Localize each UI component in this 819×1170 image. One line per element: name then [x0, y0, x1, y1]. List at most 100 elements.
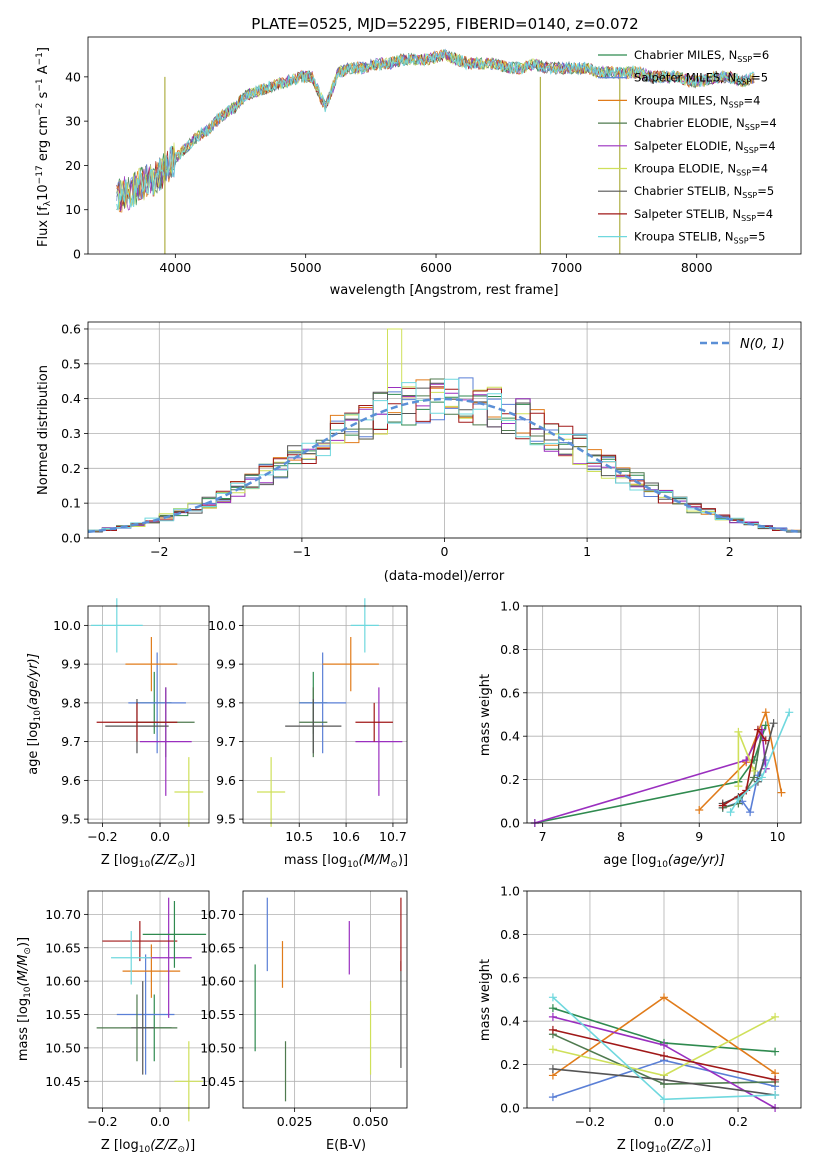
- y-tick-label: 9.9: [216, 657, 236, 672]
- y-tick-label: 0: [73, 247, 81, 262]
- legend-label-5: Kroupa ELODIE, NSSP=4: [634, 162, 768, 178]
- spectrum-y-label: Flux [fλ10−17 erg cm−2 s−1 A−1]: [35, 47, 53, 247]
- error-point-2: [125, 637, 178, 692]
- legend-label-main: Kroupa ELODIE, N: [634, 162, 736, 176]
- error-point-8: [90, 598, 143, 653]
- y-tick-label: 9.8: [61, 695, 81, 710]
- x-tick-label: 0.050: [353, 1114, 389, 1129]
- y-tick-label: 10.70: [200, 907, 236, 922]
- weight-marker: [660, 993, 668, 1002]
- y-tick-label: 9.7: [61, 734, 81, 749]
- spectrum-lines: [116, 48, 755, 254]
- axes-frame: [526, 890, 802, 1109]
- legend-label-sub: SSP: [742, 191, 757, 200]
- weight-marker: [777, 788, 786, 797]
- weight-vs-metallicity-lines: [548, 993, 780, 1112]
- weight-marker: [757, 773, 766, 782]
- y-tick-label: 1.0: [500, 599, 520, 614]
- mass-vs-extinction-points: [254, 897, 402, 1102]
- weight-marker: [761, 736, 770, 745]
- error-point-5: [174, 1041, 204, 1122]
- age-vs-metallicity-y-label: age [log10(age/yr)]: [26, 653, 43, 775]
- error-point-2: [122, 944, 181, 998]
- weight-marker: [771, 1047, 780, 1056]
- weight-marker: [548, 1093, 557, 1102]
- weight-vs-age-y-label: mass weight: [478, 674, 493, 756]
- weight-vs-metallicity-x-label: Z [log10(Z/Z⊙)]: [617, 1138, 711, 1155]
- x-tick-label: 1: [583, 544, 591, 559]
- axes-frame: [87, 605, 210, 824]
- y-tick-label: 9.7: [216, 734, 236, 749]
- weight-marker: [753, 725, 762, 734]
- residuals-x-label: (data-model)/error: [384, 569, 505, 584]
- age-vs-metallicity-panel: −0.2 0.0 9.5 9.6 9.7 9.8 9.9 10.0 Z [log10(Z/Z⊙…: [26, 598, 210, 870]
- weight-series-7: [722, 727, 767, 807]
- x-tick-label: −0.2: [575, 1114, 605, 1129]
- x-tick-label: −0.2: [87, 1114, 117, 1129]
- mass-vs-metallicity-y-label: mass [log10(M/M⊙)]: [16, 937, 33, 1061]
- error-point-8: [350, 598, 379, 653]
- x-tick-label: 6000: [420, 260, 452, 275]
- age-vs-mass-panel: 10.5 10.6 10.7 9.5 9.6 9.7 9.8 9.9 10.0 mass [lo…: [208, 598, 408, 870]
- weight-marker: [548, 993, 557, 1002]
- y-tick-label: 9.5: [61, 812, 81, 827]
- y-tick-label: 9.6: [216, 773, 236, 788]
- weight-marker: [548, 1064, 557, 1073]
- weight-vs-metallicity-y-label: mass weight: [478, 959, 493, 1041]
- weight-marker: [734, 727, 743, 736]
- age-vs-metallicity-axes: −0.2 0.0 9.5 9.6 9.7 9.8 9.9 10.0: [53, 605, 210, 844]
- legend-label-6: Chabrier STELIB, NSSP=5: [634, 184, 774, 200]
- y-tick-label: 10.70: [45, 907, 81, 922]
- weight-vs-age-axes: 7 8 9 10 0.0 0.2 0.4 0.6 0.8 1.0: [500, 599, 802, 844]
- error-point-5: [257, 757, 286, 827]
- error-point-6: [131, 981, 155, 1075]
- y-tick-label: 0.0: [61, 531, 81, 546]
- legend-label-main: Kroupa STELIB, N: [634, 230, 734, 244]
- mass-vs-extinction-x-label: E(B-V): [326, 1138, 366, 1153]
- figure-title: PLATE=0525, MJD=52295, FIBERID=0140, z=0…: [251, 15, 638, 33]
- error-point-4: [145, 897, 192, 1018]
- y-tick-label: 0.1: [61, 496, 81, 511]
- y-tick-label: 10: [65, 202, 81, 217]
- y-tick-label: 10.45: [45, 1074, 81, 1089]
- y-tick-label: 10.50: [200, 1040, 236, 1055]
- x-tick-label: 2: [726, 544, 734, 559]
- legend-label-8: Kroupa STELIB, NSSP=5: [634, 230, 765, 246]
- legend-label-tail: =5: [749, 230, 766, 244]
- mass-vs-extinction-panel: 0.025 0.050 10.45 10.50 10.55 10.60 10.65 10.70…: [200, 890, 408, 1153]
- x-tick-label: 0.0: [150, 829, 170, 844]
- x-tick-label: 10: [770, 829, 786, 844]
- normal-curve-legend-label: N(0, 1): [740, 337, 785, 352]
- weight-marker: [761, 708, 770, 717]
- y-tick-label: 40: [65, 69, 81, 84]
- weight-marker: [548, 1004, 557, 1013]
- age-vs-metallicity-grid: [88, 606, 209, 823]
- mass-vs-metallicity-points: [96, 897, 207, 1122]
- spectrum-axes: 4000 5000 6000 7000 8000 0 10 20 30 40: [65, 36, 802, 275]
- y-tick-label: 9.6: [61, 773, 81, 788]
- axes-frame: [242, 890, 408, 1109]
- weight-marker: [750, 766, 759, 775]
- weight-marker: [548, 1025, 557, 1034]
- legend-label-main: Chabrier STELIB, N: [634, 184, 742, 198]
- y-tick-label: 0.4: [500, 1014, 520, 1029]
- y-tick-label: 0.2: [61, 461, 81, 476]
- legend-label-2: Kroupa MILES, NSSP=4: [634, 93, 760, 109]
- legend-label-tail: =4: [759, 139, 776, 153]
- legend-label-main: Chabrier MILES, N: [634, 48, 737, 62]
- legend-label-sub: SSP: [729, 100, 744, 109]
- weight-marker: [771, 1090, 780, 1099]
- mass-vs-extinction-axes: 0.025 0.050 10.45 10.50 10.55 10.60 10.65 10.70: [200, 890, 408, 1129]
- y-tick-label: 0.8: [500, 642, 520, 657]
- error-point-5: [174, 757, 204, 827]
- x-tick-label: 8000: [681, 260, 713, 275]
- mass-vs-metallicity-x-label: Z [log10(Z/Z⊙)]: [101, 1138, 195, 1155]
- legend-label-sub: SSP: [744, 146, 759, 155]
- x-tick-label: 10.5: [285, 829, 313, 844]
- error-point-7: [102, 921, 178, 962]
- x-tick-label: 5000: [290, 260, 322, 275]
- error-point-1: [299, 652, 347, 754]
- x-tick-label: 0.0: [654, 1114, 674, 1129]
- legend-label-sub: SSP: [737, 55, 752, 64]
